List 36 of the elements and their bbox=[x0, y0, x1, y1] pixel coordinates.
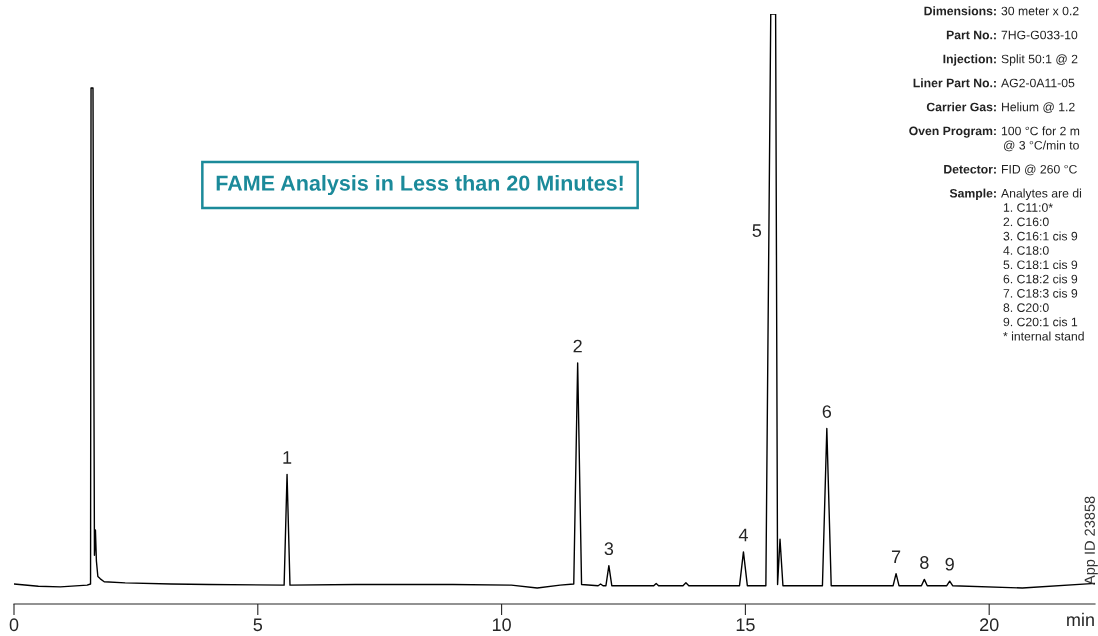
annotation: 2 bbox=[573, 339, 582, 353]
x-tick-label: 15 bbox=[736, 618, 755, 632]
annotation: 7. C18:3 cis 9 bbox=[1003, 288, 1078, 298]
annotation: Sample: Analytes are di bbox=[949, 188, 1082, 200]
annotation: App ID 23858 bbox=[1084, 496, 1098, 585]
annotation: 4. C18:0 bbox=[1003, 246, 1049, 255]
annotation: Dimensions: 30 meter x 0.2 bbox=[924, 6, 1079, 16]
annotation: 6. C18:2 cis 9 bbox=[1003, 274, 1078, 284]
text: FAME Analysis in Less than 20 Minutes! bbox=[216, 174, 623, 196]
annotation: 2. C16:0 bbox=[1003, 217, 1049, 227]
annotation: 8 bbox=[920, 556, 929, 569]
annotation: @ 3 °C/min to bbox=[1003, 140, 1079, 152]
annotation: Liner Part No.: AG2-0A11-05 bbox=[913, 78, 1075, 88]
annotation: 4 bbox=[738, 528, 748, 542]
annotation: 6 bbox=[822, 405, 832, 418]
annotation: 8. C20:0 bbox=[1003, 303, 1049, 312]
annotation: Injection: Split 50:1 @ 2 bbox=[943, 54, 1078, 66]
annotation: Detector: FID @ 260 °C bbox=[944, 164, 1077, 176]
annotation: Part No.: 7HG-G033-10 bbox=[946, 30, 1078, 40]
annotation: 5. C18:1 cis 9 bbox=[1003, 260, 1078, 270]
annotation: Carrier Gas: Helium @ 1.2 bbox=[926, 102, 1075, 113]
x-tick-label: 20 bbox=[980, 618, 999, 632]
annotation: 3. C16:1 cis 9 bbox=[1003, 231, 1078, 241]
x-tick-label: 0 bbox=[9, 618, 19, 632]
annotation: 3 bbox=[604, 542, 614, 556]
x-axis-title: min bbox=[1067, 612, 1094, 626]
annotation: 9. C20:1 cis 1 bbox=[1003, 317, 1078, 327]
annotation: 1. C11:0* bbox=[1003, 203, 1053, 212]
annotation: 7 bbox=[891, 550, 901, 563]
annotation: 9 bbox=[945, 557, 954, 571]
annotation: 5 bbox=[752, 224, 762, 237]
annotation: 1 bbox=[283, 451, 292, 464]
annotation: * internal stand bbox=[1003, 331, 1084, 341]
annotation: Oven Program: 100 °C for 2 m bbox=[909, 126, 1080, 138]
x-tick-label: 10 bbox=[492, 618, 511, 632]
x-tick-label: 5 bbox=[253, 618, 263, 632]
